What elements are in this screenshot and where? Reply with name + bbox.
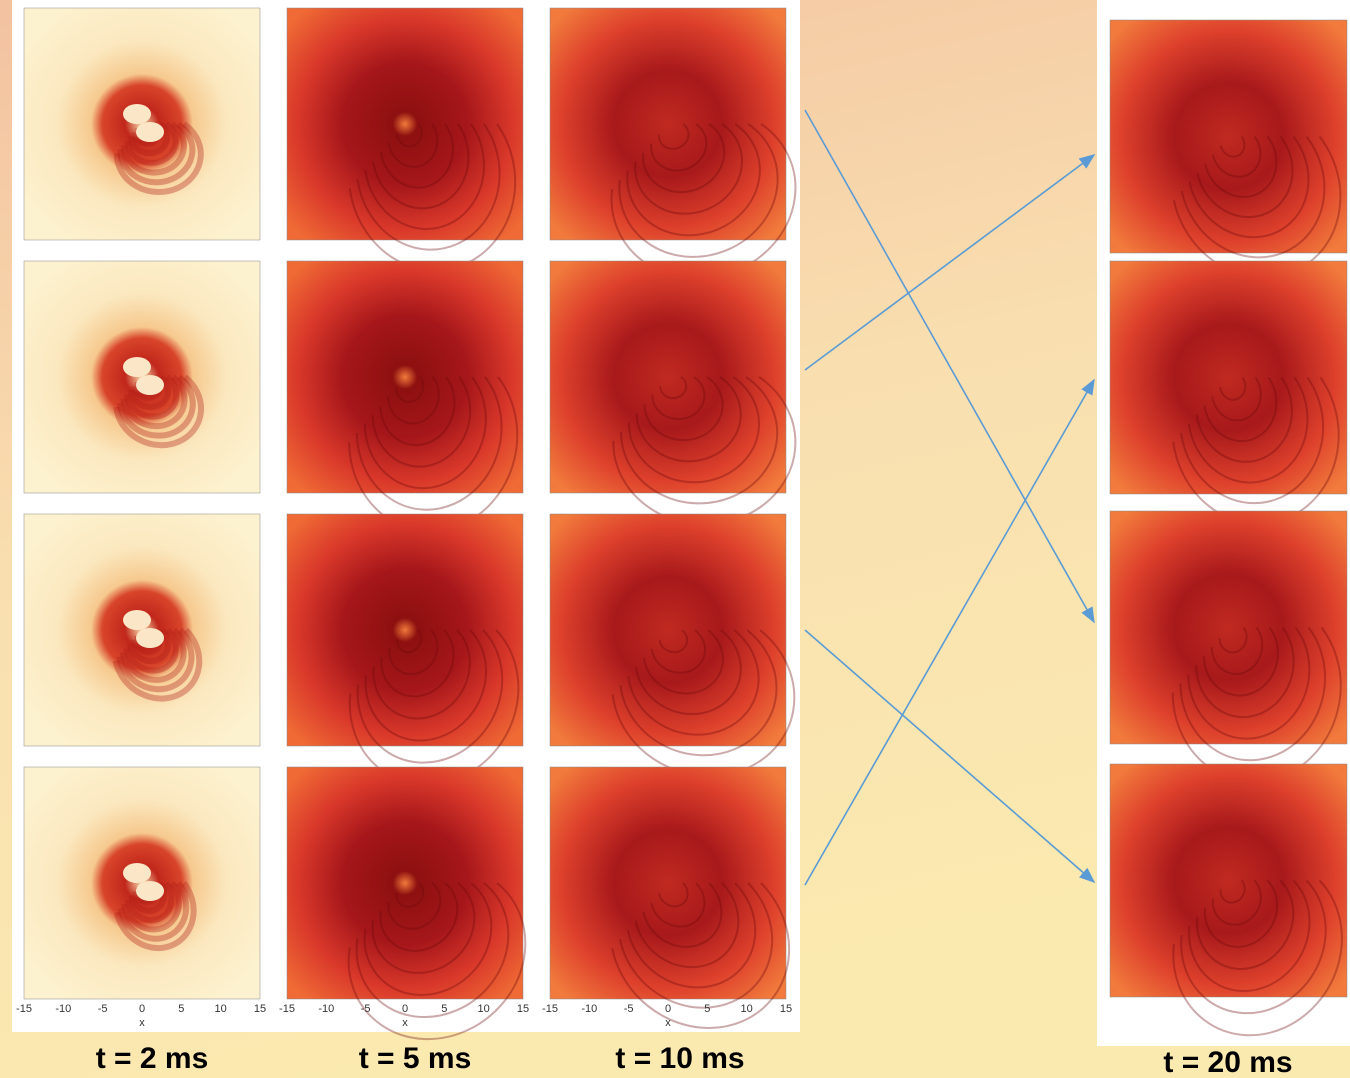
x-tick-label: -5 bbox=[98, 1003, 108, 1015]
x-tick-label: 10 bbox=[215, 1003, 227, 1015]
time-label: t = 10 ms bbox=[615, 1042, 744, 1075]
simulation-image bbox=[287, 261, 523, 493]
time-label: t = 2 ms bbox=[96, 1042, 209, 1075]
core bbox=[136, 375, 164, 395]
x-tick-label: 10 bbox=[741, 1003, 753, 1015]
x-tick-label: 0 bbox=[139, 1003, 145, 1015]
core bbox=[123, 104, 151, 124]
core bbox=[123, 863, 151, 883]
core bbox=[136, 881, 164, 901]
core bbox=[136, 628, 164, 648]
figure: -15 -10 -5 0 5 10 15 x -15 -10 -5 0 5 10 15 x -15 -10 -5 0 5… bbox=[0, 0, 1350, 1078]
core bbox=[123, 357, 151, 377]
x-tick-label: 5 bbox=[441, 1003, 447, 1015]
core bbox=[123, 610, 151, 630]
simulation-image bbox=[1110, 511, 1347, 744]
x-tick-label: -10 bbox=[55, 1003, 71, 1015]
x-tick-label: -15 bbox=[279, 1003, 295, 1015]
x-tick-label: 10 bbox=[478, 1003, 490, 1015]
simulation-image bbox=[287, 767, 523, 999]
x-tick-label: -10 bbox=[318, 1003, 334, 1015]
simulation-image bbox=[550, 767, 786, 999]
x-axis-label: x bbox=[665, 1017, 671, 1029]
simulation-image bbox=[550, 514, 786, 746]
x-tick-label: -10 bbox=[581, 1003, 597, 1015]
x-axis-label: x bbox=[402, 1017, 408, 1029]
simulation-image bbox=[550, 8, 786, 240]
simulation-image bbox=[1110, 20, 1347, 253]
core bbox=[136, 122, 164, 142]
x-tick-label: 0 bbox=[402, 1003, 408, 1015]
simulation-image bbox=[1110, 764, 1347, 997]
simulation-image bbox=[287, 514, 523, 746]
x-tick-label: -15 bbox=[16, 1003, 32, 1015]
x-tick-label: -5 bbox=[624, 1003, 634, 1015]
x-tick-label: 5 bbox=[178, 1003, 184, 1015]
time-label: t = 5 ms bbox=[359, 1042, 472, 1075]
x-tick-label: 15 bbox=[780, 1003, 792, 1015]
x-tick-label: 15 bbox=[254, 1003, 266, 1015]
x-axis-label: x bbox=[139, 1017, 145, 1029]
x-tick-label: 15 bbox=[517, 1003, 529, 1015]
x-tick-label: -15 bbox=[542, 1003, 558, 1015]
x-tick-label: -5 bbox=[361, 1003, 371, 1015]
time-label: t = 20 ms bbox=[1163, 1046, 1292, 1078]
x-tick-label: 0 bbox=[665, 1003, 671, 1015]
x-tick-label: 5 bbox=[704, 1003, 710, 1015]
